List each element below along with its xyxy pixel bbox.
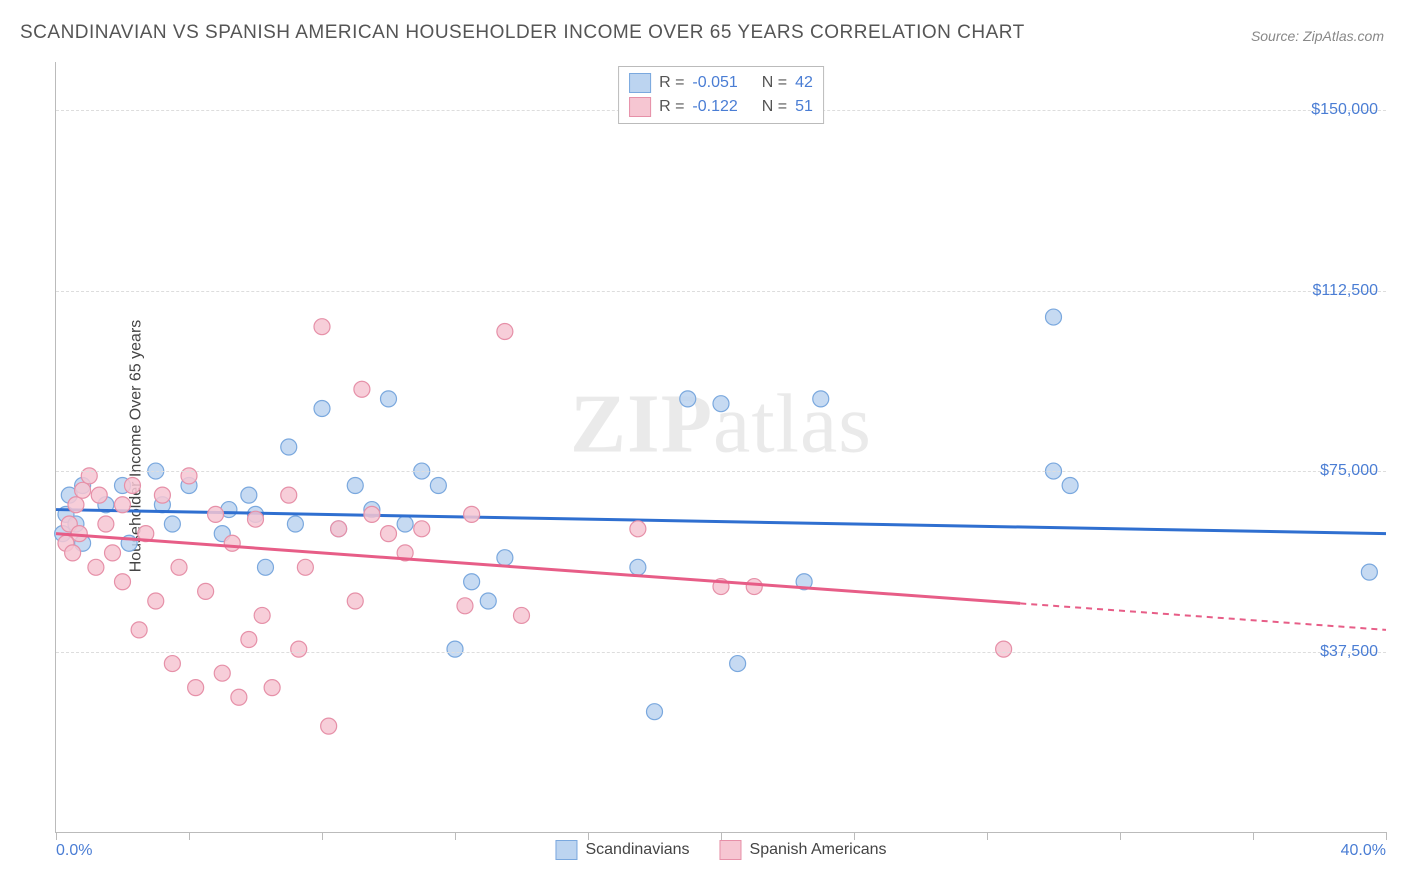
swatch-spanish [720,840,742,860]
legend-stats-row: R = -0.122 N = 51 [629,95,813,119]
legend-item: Spanish Americans [720,840,887,860]
y-tick-label: $75,000 [1320,462,1378,480]
legend-label: Spanish Americans [750,841,887,859]
r-value-1: -0.051 [692,74,737,92]
legend-stats-row: R = -0.051 N = 42 [629,71,813,95]
y-tick-label: $150,000 [1311,101,1378,119]
page-title: SCANDINAVIAN VS SPANISH AMERICAN HOUSEHO… [20,22,1025,44]
x-axis-min: 0.0% [56,842,92,860]
swatch-scandinavians [629,73,651,93]
r-value-2: -0.122 [692,98,737,116]
legend-item: Scandinavians [555,840,689,860]
r-label: R = [659,98,684,116]
legend-stats: R = -0.051 N = 42 R = -0.122 N = 51 [618,66,824,124]
r-label: R = [659,74,684,92]
swatch-spanish [629,97,651,117]
source-link[interactable]: Source: ZipAtlas.com [1251,28,1384,44]
legend-label: Scandinavians [585,841,689,859]
swatch-scandinavians [555,840,577,860]
n-value-1: 42 [795,74,813,92]
legend-series: Scandinavians Spanish Americans [555,840,886,860]
n-label: N = [762,74,787,92]
y-tick-label: $112,500 [1312,282,1378,300]
n-label: N = [762,98,787,116]
y-tick-label: $37,500 [1320,643,1378,661]
n-value-2: 51 [795,98,813,116]
scatter-plot-svg [56,62,1386,832]
correlation-chart: ZIPatlas R = -0.051 N = 42 R = -0.122 N … [55,62,1386,833]
x-axis-max: 40.0% [1341,842,1386,860]
